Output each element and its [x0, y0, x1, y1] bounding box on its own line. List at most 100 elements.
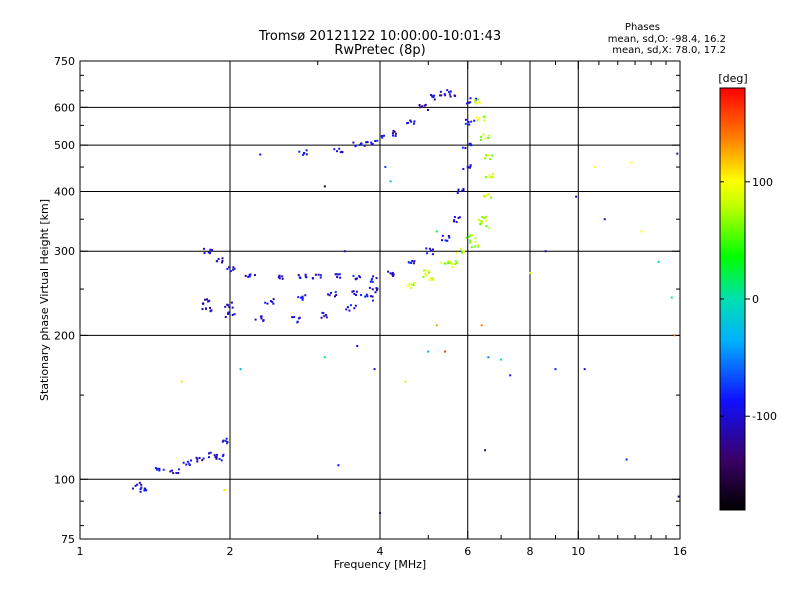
scatter-echo-point	[323, 185, 326, 188]
echo-point-o-mode	[209, 451, 212, 454]
echo-point-o-mode	[336, 150, 339, 153]
echo-point-o-mode	[206, 298, 209, 301]
echo-point-x-mode	[410, 283, 413, 286]
colorbar-ticks: 100 0 -100	[720, 176, 777, 423]
echo-point-o-mode	[304, 294, 307, 297]
echo-point-o-mode	[412, 262, 415, 265]
echo-point-x-mode	[473, 99, 476, 102]
echo-point-o-mode	[320, 316, 323, 319]
echo-point-x-mode	[487, 154, 490, 157]
echo-point-o-mode	[221, 455, 224, 458]
echo-point-o-mode	[358, 275, 361, 278]
y-tick-label: 100	[54, 473, 75, 486]
echo-point-o-mode	[140, 486, 143, 489]
echo-point-o-mode	[139, 490, 142, 493]
echo-point-o-mode	[207, 251, 210, 254]
echo-point-o-mode	[338, 147, 341, 150]
echo-point-o-mode	[366, 295, 369, 298]
echo-point-x-mode	[483, 217, 486, 220]
echo-point-o-mode	[426, 108, 429, 111]
echo-point-o-mode	[464, 118, 467, 121]
echo-point-o-mode	[226, 440, 229, 443]
echo-point-o-mode	[277, 276, 280, 279]
echo-point-x-mode	[430, 279, 433, 282]
echo-point-o-mode	[466, 165, 469, 168]
echo-point-o-mode	[467, 120, 470, 123]
echo-point-o-mode	[224, 439, 227, 442]
echo-point-o-mode	[158, 469, 161, 472]
scatter-echo-point	[443, 350, 446, 353]
echo-point-x-mode	[477, 244, 480, 247]
echo-point-o-mode	[340, 150, 343, 153]
scatter-echo-point	[625, 458, 628, 461]
echo-point-o-mode	[432, 248, 435, 251]
echo-point-x-mode	[480, 219, 483, 222]
echo-point-x-mode	[475, 102, 478, 105]
echo-point-o-mode	[409, 119, 412, 122]
echo-point-o-mode	[278, 275, 281, 278]
echo-point-x-mode	[488, 227, 491, 230]
echo-point-x-mode	[484, 219, 487, 222]
echo-point-x-mode	[424, 274, 427, 277]
echo-point-x-mode	[424, 272, 427, 275]
echo-point-x-mode	[479, 223, 482, 226]
echo-point-o-mode	[360, 294, 363, 297]
echo-point-o-mode	[253, 274, 256, 277]
echo-point-o-mode	[453, 215, 456, 218]
echo-point-o-mode	[314, 273, 317, 276]
echo-point-o-mode	[371, 288, 374, 291]
echo-point-o-mode	[423, 104, 426, 107]
echo-point-o-mode	[281, 277, 284, 280]
echo-point-o-mode	[208, 299, 211, 302]
echo-point-x-mode	[461, 251, 464, 254]
echo-point-o-mode	[439, 90, 442, 93]
echo-point-o-mode	[430, 94, 433, 97]
echo-point-o-mode	[469, 97, 472, 100]
echo-point-o-mode	[140, 483, 143, 486]
echo-point-x-mode	[477, 245, 480, 248]
data-points	[131, 89, 680, 515]
chart-title: Tromsø 20121122 10:00:00-10:01:43	[258, 29, 501, 44]
echo-point-x-mode	[459, 247, 462, 250]
echo-point-x-mode	[478, 117, 481, 120]
echo-point-o-mode	[352, 141, 355, 144]
echo-point-o-mode	[145, 489, 148, 492]
echo-point-x-mode	[444, 262, 447, 265]
echo-point-o-mode	[319, 274, 322, 277]
scatter-echo-point	[373, 368, 376, 371]
scatter-echo-point	[603, 218, 606, 221]
echo-point-o-mode	[209, 310, 212, 313]
echo-point-x-mode	[447, 260, 450, 263]
scatter-echo-point	[673, 334, 676, 337]
echo-point-o-mode	[375, 289, 378, 292]
echo-point-o-mode	[185, 463, 188, 466]
echo-point-o-mode	[305, 153, 308, 156]
echo-point-o-mode	[457, 216, 460, 219]
echo-point-x-mode	[485, 154, 488, 157]
echo-point-o-mode	[190, 459, 193, 462]
echo-point-o-mode	[143, 487, 146, 490]
echo-point-o-mode	[217, 257, 220, 260]
echo-point-o-mode	[170, 469, 173, 472]
echo-point-o-mode	[392, 275, 395, 278]
echo-point-o-mode	[213, 454, 216, 457]
y-axis-label: Stationary phase Virtual Height [km]	[38, 199, 51, 401]
echo-point-x-mode	[430, 277, 433, 280]
echo-point-o-mode	[302, 153, 305, 156]
echo-point-x-mode	[488, 174, 491, 177]
echo-point-o-mode	[432, 96, 435, 99]
echo-point-x-mode	[451, 265, 454, 268]
x-tick-label: 2	[227, 545, 234, 558]
echo-point-o-mode	[468, 123, 471, 126]
echo-point-o-mode	[355, 293, 358, 296]
echo-point-o-mode	[232, 266, 235, 269]
echo-point-o-mode	[269, 300, 272, 303]
echo-point-o-mode	[464, 122, 467, 125]
echo-point-o-mode	[155, 468, 158, 471]
echo-point-o-mode	[232, 268, 235, 271]
echo-point-x-mode	[427, 270, 430, 273]
echo-point-x-mode	[474, 237, 477, 240]
scatter-echo-point	[404, 380, 407, 383]
echo-point-x-mode	[478, 219, 481, 222]
echo-point-o-mode	[419, 106, 422, 109]
